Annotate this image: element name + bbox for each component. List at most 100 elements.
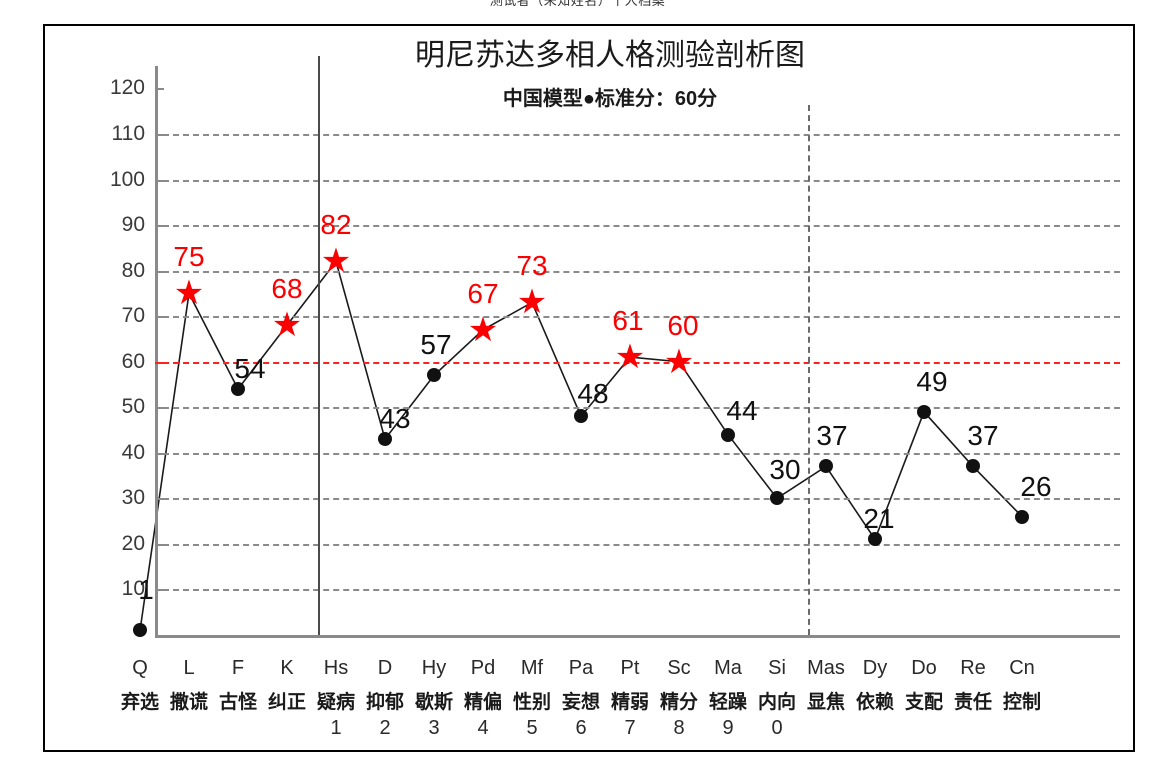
- x-axis-name-Mf: 性别: [512, 692, 552, 713]
- y-tick-40: [155, 452, 164, 455]
- gridline-70: [163, 316, 1120, 319]
- x-axis-index-D: 2: [379, 717, 391, 739]
- y-axis-label-10: 10: [121, 577, 145, 601]
- x-axis-name-Sc: 精分: [659, 692, 699, 713]
- x-axis-name-Re: 责任: [953, 692, 993, 713]
- x-axis-line: [155, 635, 1120, 638]
- data-value-label-Do: 49: [916, 365, 948, 397]
- x-axis-index-Mf: 5: [526, 717, 538, 739]
- data-value-label-Cn: 26: [1020, 470, 1052, 502]
- x-axis-name-Dy: 依赖: [855, 692, 895, 713]
- data-marker-dot-Hy[interactable]: [427, 368, 441, 383]
- y-axis-label-60: 60: [121, 349, 145, 373]
- x-axis-name-Q: 弃选: [120, 692, 160, 713]
- data-value-label-K: 68: [271, 273, 303, 305]
- y-tick-30: [155, 498, 164, 501]
- x-axis-name-Do: 支配: [904, 692, 944, 713]
- x-axis-abbr-Do: Do: [911, 657, 937, 679]
- y-tick-110: [155, 133, 164, 136]
- x-axis-name-Pd: 精偏: [463, 692, 503, 713]
- data-marker-dot-Pa[interactable]: [574, 409, 588, 424]
- y-axis-label-100: 100: [109, 167, 145, 191]
- data-marker-star-L[interactable]: ★: [173, 274, 205, 313]
- data-marker-star-K[interactable]: ★: [271, 306, 303, 345]
- x-axis-abbr-Sc: Sc: [667, 657, 691, 679]
- y-tick-20: [155, 543, 164, 546]
- data-marker-dot-Si[interactable]: [770, 491, 784, 506]
- data-value-label-F: 54: [234, 353, 266, 385]
- data-marker-star-Mf[interactable]: ★: [516, 283, 548, 322]
- data-marker-dot-Ma[interactable]: [721, 427, 735, 442]
- data-value-label-D: 43: [379, 403, 411, 435]
- data-marker-dot-F[interactable]: [231, 382, 245, 397]
- x-axis-name-L: 撒谎: [169, 692, 209, 713]
- x-axis-index-Sc: 8: [673, 717, 685, 739]
- y-tick-90: [155, 225, 164, 228]
- y-tick-120: [155, 88, 164, 91]
- data-marker-dot-Q[interactable]: [133, 623, 147, 638]
- data-marker-star-Pt[interactable]: ★: [614, 338, 646, 377]
- data-marker-star-Hs[interactable]: ★: [320, 242, 352, 281]
- data-marker-dot-Cn[interactable]: [1015, 509, 1029, 524]
- gridline-10: [163, 589, 1120, 592]
- chart-subtitle: 中国模型●标准分：60分: [502, 88, 718, 110]
- y-axis-label-40: 40: [121, 440, 145, 464]
- gridline-90: [163, 225, 1120, 228]
- x-axis-name-Pa: 妄想: [561, 692, 601, 713]
- x-axis-index-Pa: 6: [575, 717, 587, 739]
- x-axis-name-Si: 内向: [757, 692, 797, 713]
- x-axis-abbr-Si: Si: [768, 657, 786, 679]
- x-axis-abbr-Re: Re: [960, 657, 986, 679]
- x-axis-index-Hy: 3: [428, 717, 440, 739]
- x-axis-index-Hs: 1: [330, 717, 342, 739]
- data-marker-star-Sc[interactable]: ★: [663, 342, 695, 381]
- x-axis-name-D: 抑郁: [365, 692, 405, 713]
- gridline-20: [163, 543, 1120, 546]
- x-axis-abbr-Pt: Pt: [620, 657, 640, 679]
- data-value-label-Pd: 67: [467, 277, 499, 309]
- data-marker-dot-Do[interactable]: [917, 404, 931, 419]
- gridline-40: [163, 452, 1120, 455]
- data-value-label-Pt: 61: [612, 305, 644, 337]
- x-axis-abbr-D: D: [377, 657, 393, 679]
- x-axis-abbr-K: K: [280, 657, 294, 679]
- data-marker-dot-D[interactable]: [378, 432, 392, 447]
- x-axis-name-F: 古怪: [218, 692, 258, 713]
- data-value-label-Mf: 73: [516, 250, 548, 282]
- x-axis-abbr-Hs: Hs: [323, 657, 349, 679]
- data-marker-dot-Mas[interactable]: [819, 459, 833, 474]
- x-axis-abbr-Ma: Ma: [714, 657, 742, 679]
- data-marker-dot-Re[interactable]: [966, 459, 980, 474]
- y-axis-line: [155, 65, 158, 635]
- data-value-label-Pa: 48: [577, 378, 609, 410]
- section-divider-Si: [807, 105, 810, 635]
- y-axis-label-120: 120: [109, 76, 145, 100]
- y-tick-80: [155, 270, 164, 273]
- x-axis-name-Cn: 控制: [1002, 692, 1042, 713]
- y-axis-label-90: 90: [121, 213, 145, 237]
- chart-title: 明尼苏达多相人格测验剖析图: [415, 39, 805, 72]
- data-value-label-L: 75: [173, 241, 205, 273]
- x-axis-abbr-F: F: [231, 657, 245, 679]
- data-value-label-Sc: 60: [667, 309, 699, 341]
- data-value-label-Hs: 82: [320, 209, 352, 241]
- data-marker-star-Pd[interactable]: ★: [467, 310, 499, 349]
- y-axis-label-20: 20: [121, 531, 145, 555]
- data-marker-dot-Dy[interactable]: [868, 532, 882, 547]
- y-tick-100: [155, 179, 164, 182]
- x-axis-name-Mas: 显焦: [806, 692, 846, 713]
- y-tick-70: [155, 316, 164, 319]
- gridline-30: [163, 498, 1120, 501]
- x-axis-index-Pd: 4: [477, 717, 489, 739]
- gridline-110: [163, 133, 1120, 136]
- data-value-label-Hy: 57: [420, 329, 452, 361]
- x-axis-name-Hy: 歇斯: [414, 692, 454, 713]
- gridline-80: [163, 270, 1120, 273]
- cropped-header-text: 测试者（未知姓名）个人档案: [0, 0, 1155, 6]
- data-value-label-Mas: 37: [816, 420, 848, 452]
- y-axis-label-70: 70: [121, 304, 145, 328]
- x-axis-abbr-Hy: Hy: [421, 657, 447, 679]
- x-axis-name-Pt: 精弱: [610, 692, 650, 713]
